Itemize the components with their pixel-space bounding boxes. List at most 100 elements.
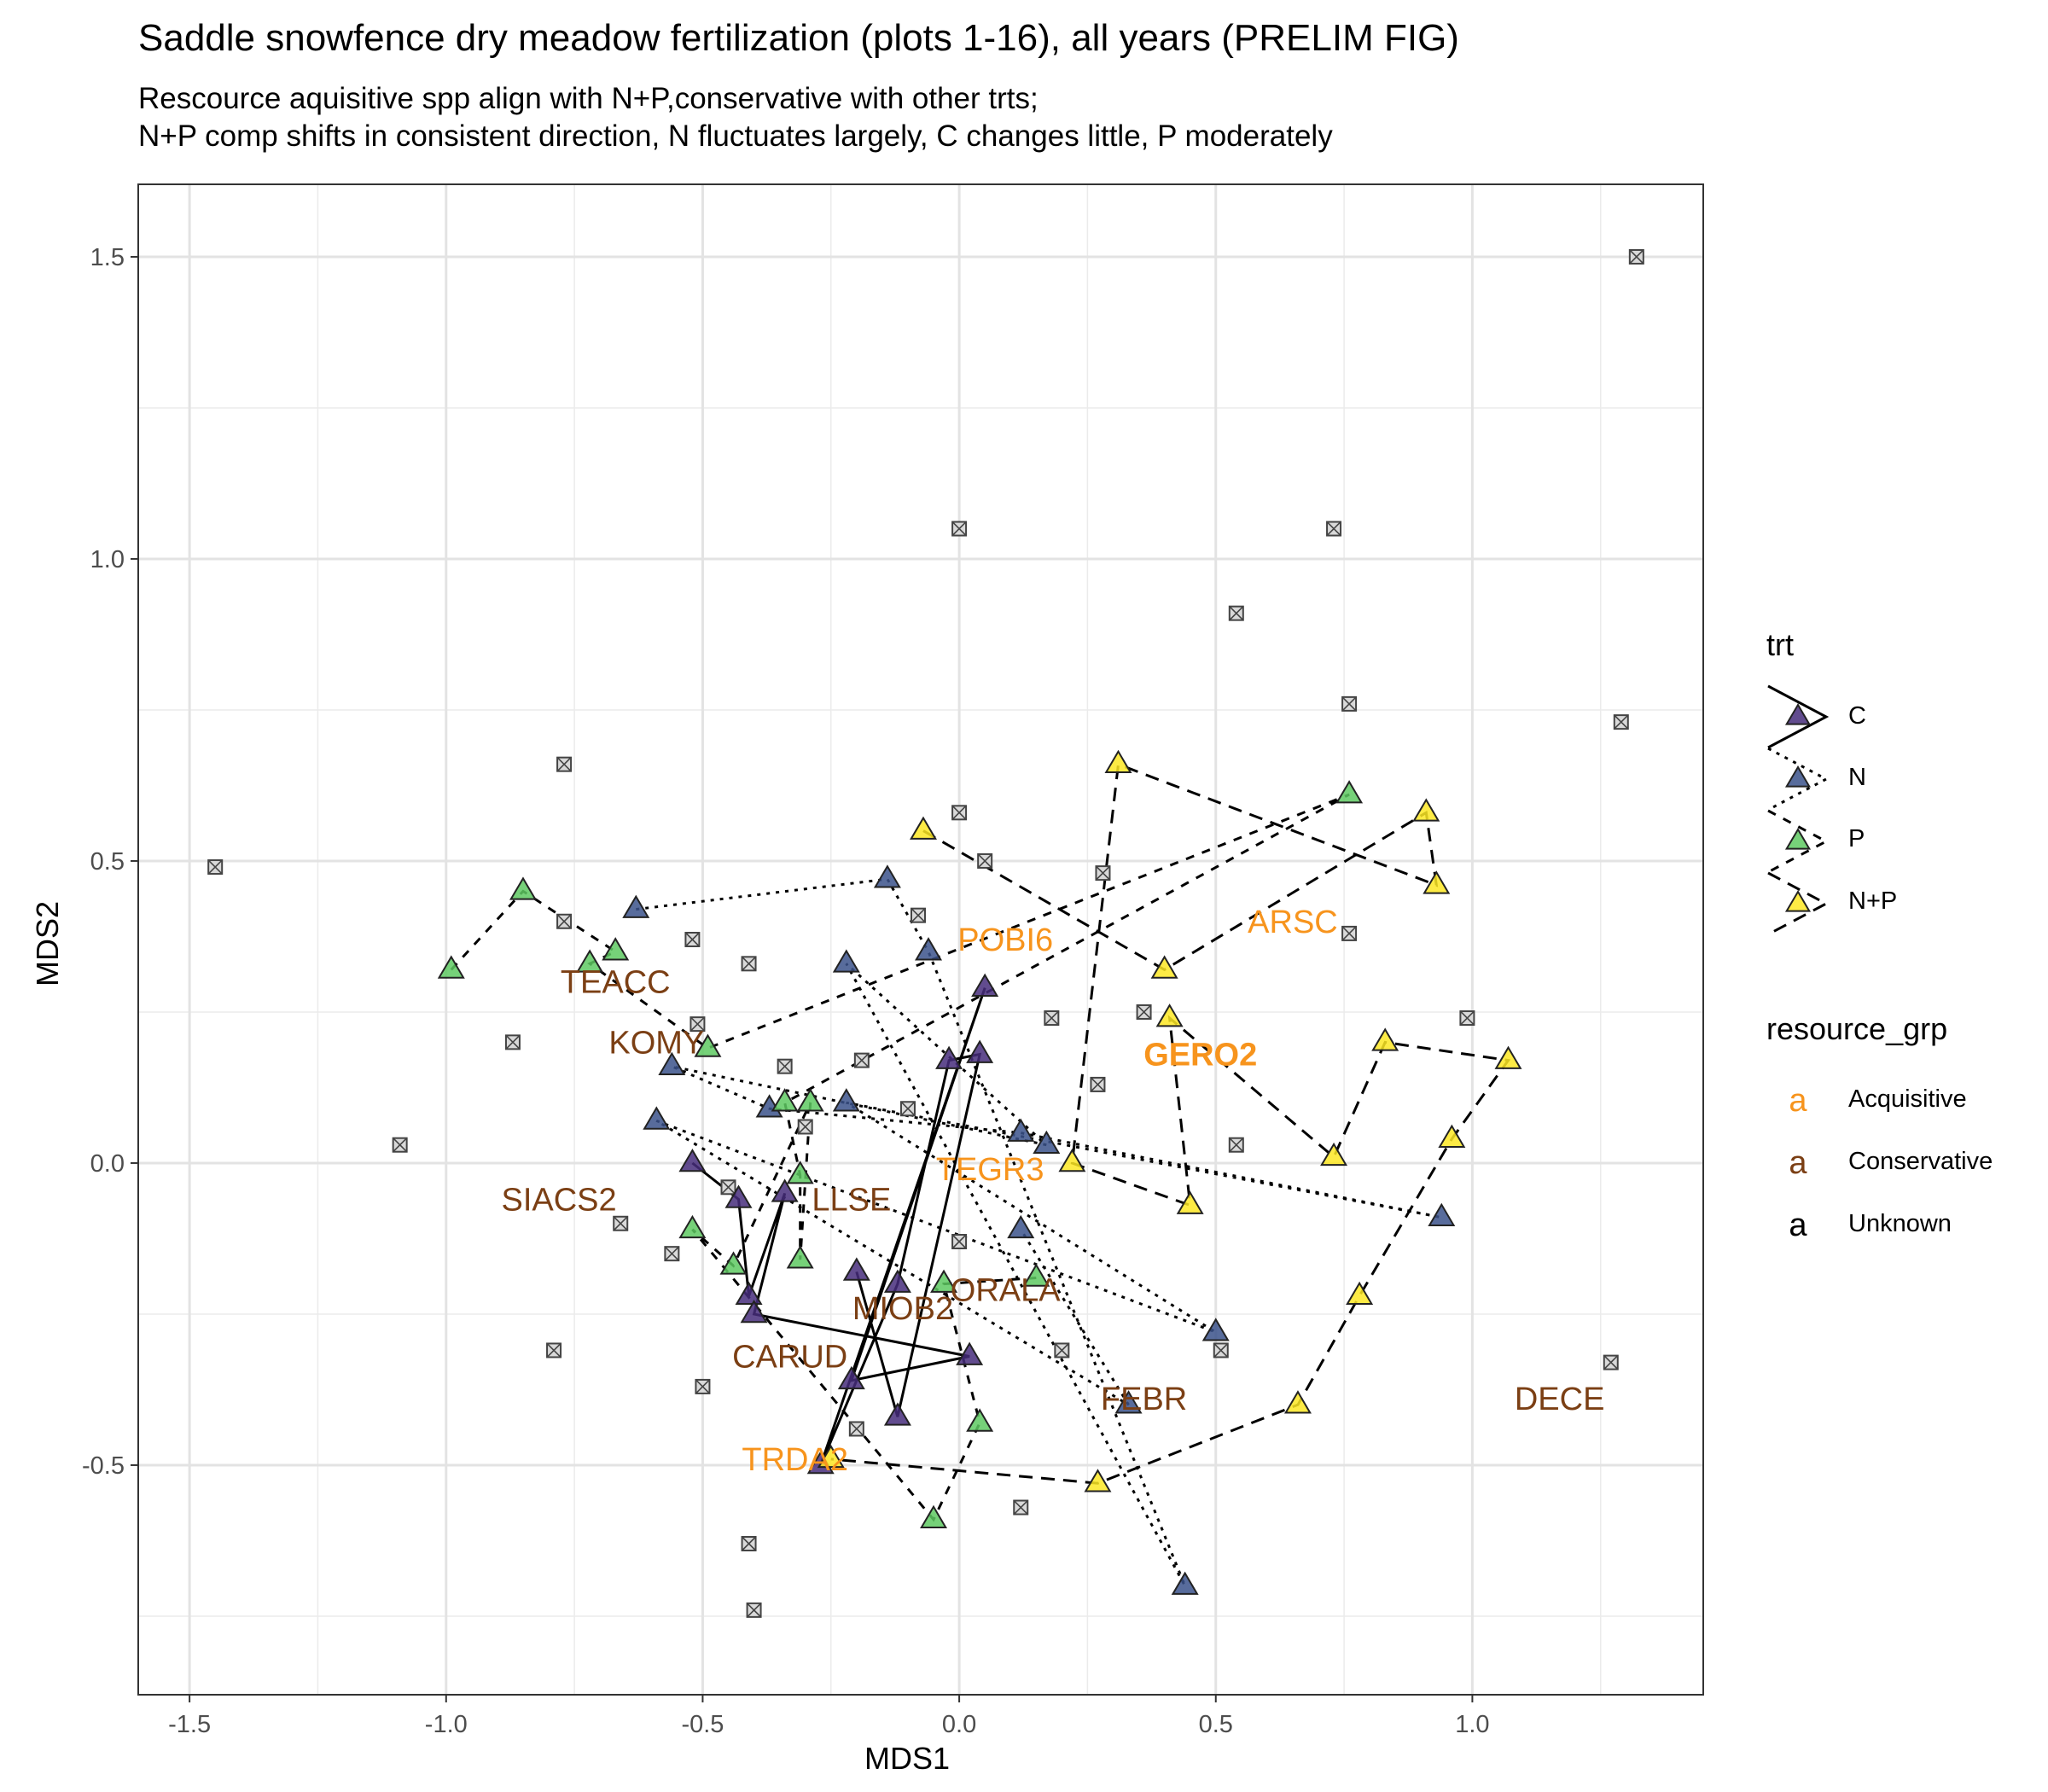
point-c [735, 1281, 763, 1306]
point-c [740, 1299, 768, 1324]
point-c [966, 1039, 994, 1063]
point-npp [1423, 870, 1451, 894]
axis-ticks: -1.5 -1.0 -0.5 0.0 0.5 1.0 -0.5 0.0 0.5 1.0 1.5 [82, 244, 1490, 1738]
point-c [971, 973, 999, 997]
point-npp [817, 1444, 845, 1469]
unknown-species-marker [1228, 1137, 1244, 1153]
species-label-febr: FEBR [1101, 1382, 1187, 1417]
species-label-llse: LLSE [812, 1182, 891, 1218]
x-tick-label: 0.0 [942, 1711, 976, 1738]
point-c [883, 1402, 911, 1426]
point-p [719, 1251, 748, 1275]
x-tick-label: -1.5 [168, 1711, 211, 1738]
unknown-species-marker [392, 1137, 408, 1153]
point-npp [1438, 1124, 1466, 1148]
unknown-species-points [207, 248, 1644, 1618]
point-p [437, 955, 465, 979]
point-n [1201, 1318, 1230, 1341]
chart-subtitle-line-2: N+P comp shifts in consistent direction,… [138, 119, 1333, 153]
species-label-orala: ORALA [951, 1273, 1061, 1309]
grid-layer [138, 184, 1703, 1695]
unknown-species-marker [797, 1119, 813, 1135]
legend-key-npp [1767, 871, 1830, 936]
point-npp [1084, 1469, 1112, 1492]
unknown-species-marker [720, 1179, 736, 1196]
y-tick-label: 1.5 [90, 244, 125, 271]
unknown-species-marker [1341, 925, 1358, 941]
plot-points [437, 749, 1522, 1595]
unknown-species-marker [951, 1234, 968, 1249]
point-npp [1320, 1142, 1348, 1167]
point-npp [1176, 1190, 1204, 1214]
unknown-species-marker [556, 756, 573, 772]
point-p [576, 949, 604, 973]
species-label-tegr3: TEGR3 [936, 1152, 1044, 1188]
unknown-species-marker [1613, 714, 1629, 730]
unknown-species-marker [1044, 1010, 1060, 1027]
unknown-species-marker [1090, 1076, 1106, 1092]
point-c [935, 1045, 963, 1069]
x-axis-title: MDS1 [864, 1741, 951, 1776]
legend-label-n: N [1848, 764, 1866, 791]
legend-key-acquisitive: a [1789, 1083, 1807, 1119]
resource-grp-legend: aaa [1789, 1083, 1807, 1243]
y-axis-title: MDS2 [30, 900, 65, 987]
point-npp [1371, 1027, 1399, 1051]
unknown-species-marker [1136, 1004, 1152, 1020]
y-tick-label: 0.5 [90, 848, 125, 876]
y-tick-label: 0.0 [90, 1150, 125, 1178]
unknown-species-marker [1228, 605, 1244, 621]
point-p [786, 1161, 814, 1184]
unknown-species-marker [777, 1058, 793, 1074]
point-npp [1494, 1045, 1522, 1069]
chart-subtitle-line-1: Rescource aquisitive spp align with N+P,… [138, 82, 1039, 115]
x-tick-label: 1.0 [1455, 1711, 1489, 1738]
point-n [873, 864, 901, 888]
x-tick-label: 0.5 [1199, 1711, 1233, 1738]
point-npp [1155, 1004, 1184, 1027]
unknown-species-marker [848, 1421, 864, 1437]
point-p [930, 1269, 958, 1293]
point-p [602, 937, 630, 961]
point-p [771, 1088, 799, 1112]
unknown-species-marker [1326, 521, 1342, 537]
species-label-pobi6: POBI6 [957, 922, 1053, 958]
trajectory-npp [830, 762, 1511, 1485]
unknown-species-marker [746, 1602, 762, 1618]
point-p [920, 1504, 948, 1528]
unknown-species-marker [1459, 1010, 1475, 1027]
point-c [837, 1365, 865, 1390]
legend-key-n [1767, 747, 1830, 812]
unknown-species-marker [951, 805, 968, 821]
point-c [678, 1148, 707, 1172]
x-tick-label: -0.5 [681, 1711, 724, 1738]
unknown-species-marker [684, 932, 701, 947]
point-npp [1412, 798, 1440, 822]
point-npp [1058, 1148, 1086, 1172]
trt-legend-title: trt [1766, 627, 1794, 662]
panel-border [137, 183, 1704, 1696]
point-p [966, 1408, 994, 1432]
species-label-siacs2: SIACS2 [501, 1182, 616, 1218]
resource-grp-legend-title: resource_grp [1766, 1011, 1948, 1046]
unknown-species-marker [977, 852, 993, 869]
species-label-dece: DECE [1515, 1382, 1605, 1417]
point-n [622, 894, 650, 918]
x-tick-label: -1.0 [425, 1711, 468, 1738]
legend-key-unknown: a [1789, 1207, 1807, 1243]
point-p [694, 1033, 722, 1057]
point-npp [1346, 1281, 1374, 1306]
legend-label-np: N+P [1848, 887, 1898, 915]
unknown-species-marker [1213, 1342, 1229, 1359]
species-label-arsc: ARSC [1248, 905, 1338, 940]
point-n [1007, 1118, 1035, 1142]
species-label-teacc: TEACC [561, 965, 671, 1001]
point-p [786, 1245, 814, 1269]
unknown-species-marker [504, 1034, 521, 1050]
legend-label-c: C [1848, 702, 1866, 730]
species-labels: POBI6 ARSC GERO2 TEGR3 TRDA2 TEACC KOMY SIACS2 L… [501, 905, 1604, 1478]
unknown-species-marker [741, 956, 757, 972]
legend-label-acquisitive: Acquisitive [1848, 1085, 1967, 1113]
point-p [509, 876, 537, 900]
